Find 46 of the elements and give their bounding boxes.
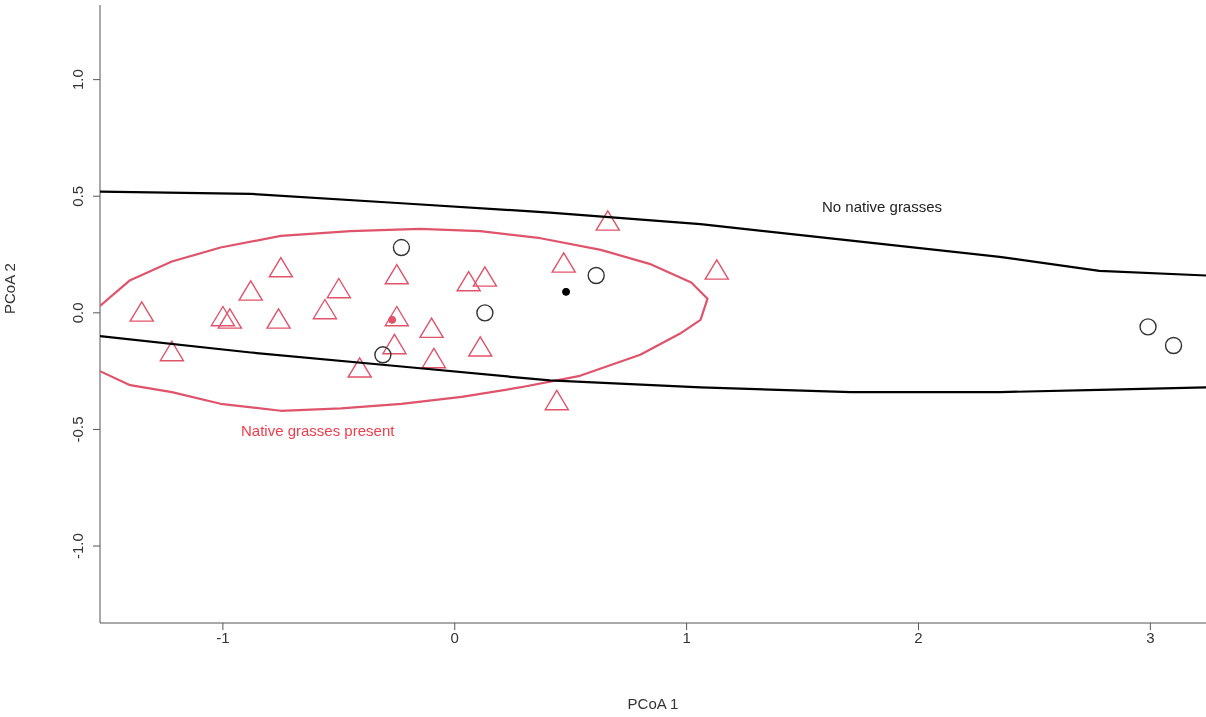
x-axis-title: PCoA 1 [627, 695, 679, 712]
point [268, 256, 294, 278]
point [704, 259, 730, 280]
point [392, 238, 411, 257]
point [421, 347, 447, 369]
x-tick-label: 2 [914, 628, 923, 646]
point [476, 304, 494, 322]
point [312, 298, 338, 320]
x-tick-label: 3 [1146, 628, 1155, 646]
point [384, 263, 410, 285]
point [217, 308, 243, 329]
point [468, 336, 493, 357]
point [551, 252, 576, 273]
point [419, 317, 444, 339]
point [210, 305, 236, 327]
point [266, 308, 291, 329]
point [1164, 336, 1183, 355]
point [595, 210, 621, 231]
point [347, 357, 372, 378]
point [562, 287, 571, 296]
point [544, 389, 570, 411]
annotation: Native grasses present [241, 422, 395, 439]
point [472, 266, 498, 287]
x-tick-label: 1 [682, 628, 691, 646]
y-tick-label: -1.0 [69, 533, 86, 559]
y-tick-label: 0.0 [69, 302, 86, 324]
point [587, 266, 605, 285]
point [456, 270, 481, 292]
line-series [100, 190, 1206, 277]
y-tick-label: 0.5 [69, 185, 86, 207]
x-tick-label: 0 [450, 628, 459, 646]
point [1139, 318, 1157, 336]
y-tick-label: 1.0 [69, 69, 86, 91]
y-tick-label: -0.5 [69, 416, 86, 443]
point [384, 305, 410, 327]
line-series [100, 227, 709, 412]
y-axis-title: PCoA 2 [1, 263, 19, 314]
point [382, 333, 407, 355]
annotation: No native grasses [822, 198, 943, 215]
point [129, 301, 154, 322]
line-series [100, 335, 1206, 394]
point [238, 280, 263, 301]
point [374, 346, 392, 364]
x-tick-label: -1 [216, 628, 230, 646]
point [159, 340, 185, 362]
point [326, 277, 352, 299]
